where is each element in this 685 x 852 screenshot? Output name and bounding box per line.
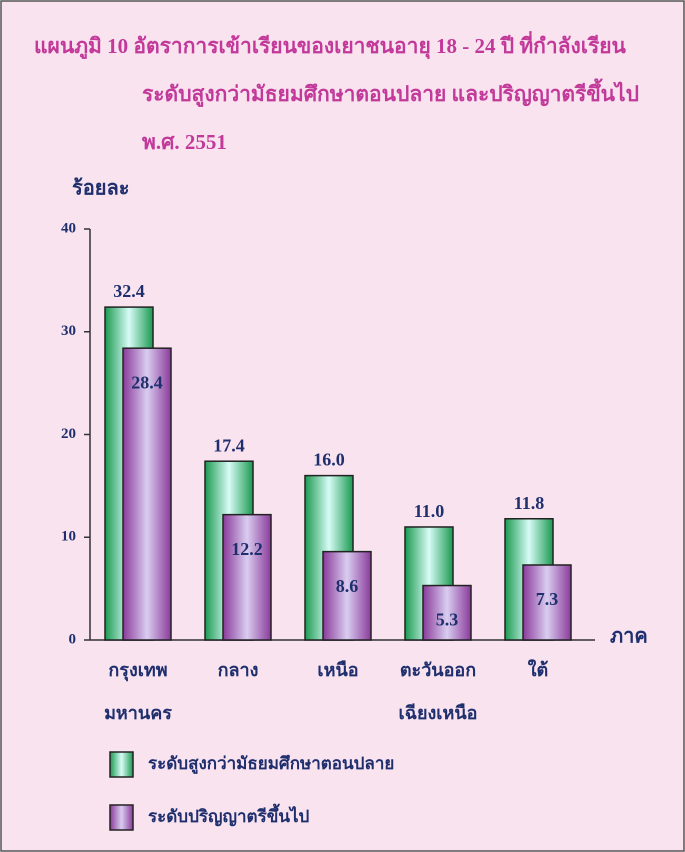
x-tick-label: ตะวันออก <box>400 660 476 680</box>
x-tick-label: ใต้ <box>528 659 548 680</box>
value-label: 11.0 <box>414 501 445 521</box>
x-tick-label: กรุงเทพ <box>108 660 167 682</box>
bar <box>222 513 272 641</box>
x-tick-label: เฉียงเหนือ <box>399 703 478 723</box>
value-label: 11.8 <box>514 493 545 513</box>
legend-label: ระดับปริญญาตรีขึ้นไป <box>148 803 309 827</box>
x-tick-label: เหนือ <box>317 660 358 680</box>
value-label: 5.3 <box>436 610 459 630</box>
value-label: 16.0 <box>313 450 345 470</box>
y-tick-label: 40 <box>61 220 76 236</box>
x-tick-label: กลาง <box>218 660 259 680</box>
bar <box>322 550 372 641</box>
bar <box>522 564 572 641</box>
legend-label: ระดับสูงกว่ามัธยมศึกษาตอนปลาย <box>148 754 394 775</box>
y-tick-label: 0 <box>69 631 77 647</box>
chart-title: แผนภูมิ 10 อัตราการเข้าเรียนของเยาชนอายุ… <box>34 30 627 60</box>
y-axis-label: ร้อยละ <box>72 177 129 200</box>
x-axis-label: ภาค <box>610 626 648 648</box>
value-label: 32.4 <box>113 281 145 301</box>
value-label: 8.6 <box>336 576 359 596</box>
y-tick-label: 20 <box>61 426 76 442</box>
y-tick-label: 10 <box>61 529 76 545</box>
value-label: 17.4 <box>213 435 245 455</box>
value-label: 12.2 <box>231 539 263 559</box>
y-tick-label: 30 <box>61 323 76 339</box>
bar <box>122 347 172 641</box>
chart-title: ระดับสูงกว่ามัธยมศึกษาตอนปลาย และปริญญาต… <box>142 78 639 108</box>
value-label: 7.3 <box>536 589 559 609</box>
chart-title: พ.ศ. 2551 <box>142 130 227 154</box>
x-tick-label: มหานคร <box>104 703 172 723</box>
legend-swatch <box>109 751 134 778</box>
legend-swatch <box>109 804 134 831</box>
value-label: 28.4 <box>131 372 163 392</box>
bar <box>422 584 472 641</box>
